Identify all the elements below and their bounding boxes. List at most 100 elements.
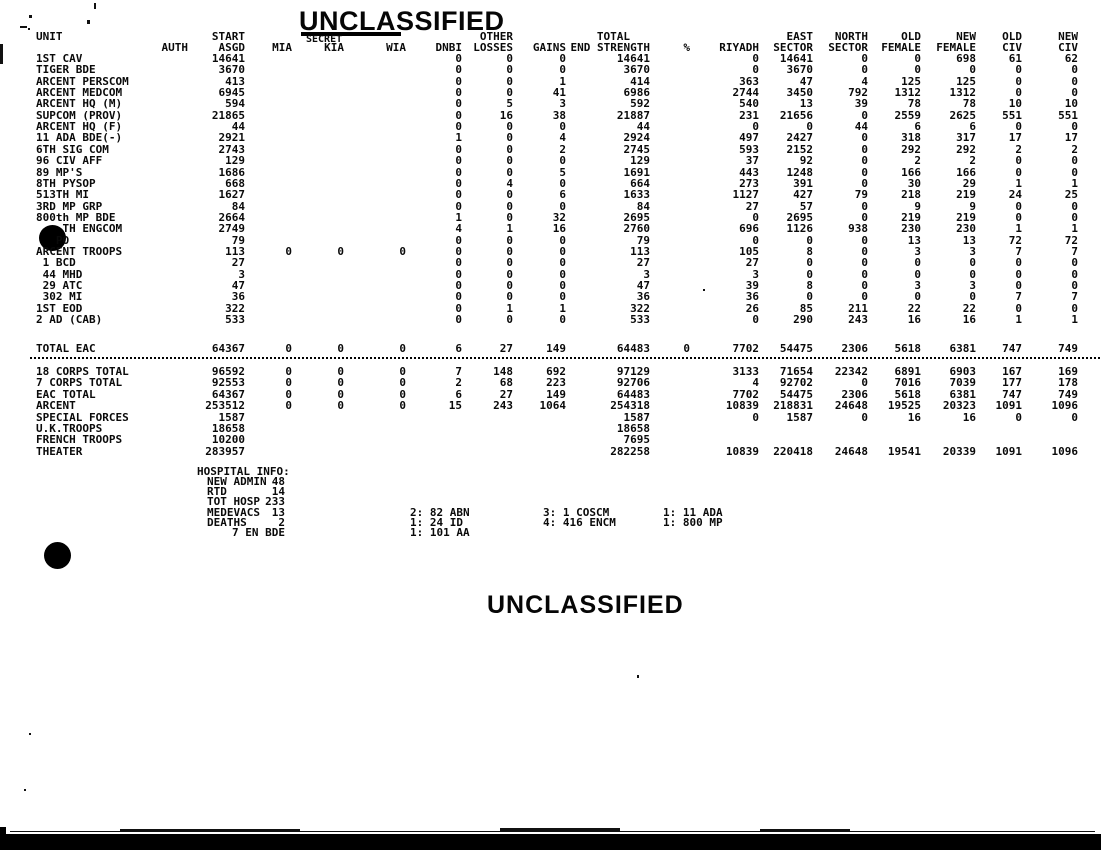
- table-row-cell: 0: [455, 97, 462, 111]
- table-row-cell: 47: [231, 279, 245, 292]
- table-row-cell: 413: [225, 74, 245, 88]
- scan-bottom-bar: [6, 834, 1101, 850]
- column-header-old_civ: CIV: [1002, 41, 1022, 54]
- table-row-cell: 5: [506, 97, 513, 111]
- column-header-other_losses-line1: OTHER: [479, 30, 513, 43]
- scan-speck: [20, 26, 27, 28]
- summary-row-cell: 6903: [949, 365, 977, 378]
- table-row-cell: 3450: [786, 86, 814, 100]
- table-row-cell: 0: [861, 256, 868, 270]
- table-row-cell: 27: [231, 256, 245, 270]
- table-row-cell: 17: [1064, 131, 1078, 145]
- table-row-unit: 1 BCD: [36, 256, 76, 270]
- table-row-cell: 1248: [786, 165, 814, 179]
- table-row-unit: 2 AD (CAB): [36, 313, 103, 327]
- table-row-cell: 0: [752, 52, 759, 65]
- table-row-cell: 27: [745, 256, 759, 270]
- table-row-cell: 243: [848, 313, 868, 327]
- table-row-cell: 0: [506, 188, 513, 202]
- summary-row-cell: 1091: [995, 399, 1023, 413]
- table-row-cell: 32: [552, 210, 566, 224]
- table-row-cell: 0: [1015, 154, 1022, 168]
- table-row-cell: 7: [1071, 290, 1078, 304]
- total-eac-row-cell: 0: [285, 342, 292, 355]
- table-row-cell: 219: [956, 210, 976, 224]
- table-row-cell: 166: [901, 165, 921, 179]
- summary-row-cell: 54475: [779, 387, 813, 401]
- table-row-cell: 0: [506, 244, 513, 258]
- medevac-entry: 1: 101 AA: [410, 526, 470, 539]
- table-row-cell: 363: [739, 74, 759, 88]
- summary-row-cell: 169: [1058, 365, 1078, 378]
- table-row-cell: 0: [806, 290, 813, 304]
- summary-row-unit: ARCENT: [36, 399, 76, 413]
- table-row-cell: 1312: [949, 86, 977, 100]
- table-row-cell: 84: [231, 199, 245, 213]
- table-row-cell: 3: [559, 97, 566, 111]
- column-header-gains: GAINS: [532, 41, 566, 54]
- table-row-unit: 29 ATC: [36, 279, 83, 292]
- table-row-cell: 3670: [218, 63, 246, 77]
- column-header-new_female-line1: NEW: [956, 30, 976, 43]
- summary-row-cell: 68: [499, 376, 513, 390]
- table-row-cell: 78: [907, 97, 921, 111]
- table-row-cell: 3: [969, 244, 976, 258]
- table-row-cell: 2: [1071, 142, 1078, 156]
- summary-row-cell: 1587: [218, 410, 246, 424]
- table-row-cell: 0: [455, 290, 462, 304]
- hospital-info-title: HOSPITAL INFO:: [197, 465, 290, 478]
- table-row-cell: 13: [962, 233, 976, 247]
- summary-row-cell: 6: [455, 387, 462, 401]
- column-header-start_asgd-line1: START: [211, 30, 245, 43]
- summary-row-cell: 19525: [887, 399, 921, 413]
- classification-top: UNCLASSIFIED: [299, 6, 505, 36]
- table-row-cell: 3: [238, 267, 245, 281]
- table-row-cell: 391: [793, 176, 813, 190]
- table-row-cell: 30: [907, 176, 921, 190]
- column-header-pct: %: [683, 41, 690, 54]
- table-row-cell: 125: [901, 74, 921, 88]
- table-row-cell: 0: [559, 233, 566, 247]
- table-row-cell: 0: [1015, 63, 1022, 77]
- medevac-entry: 1: 800 MP: [663, 515, 723, 529]
- summary-row-cell: 96592: [211, 365, 245, 378]
- table-row-cell: 6: [559, 188, 566, 202]
- table-row-cell: 0: [861, 154, 868, 168]
- table-row-cell: 0: [506, 74, 513, 88]
- table-row-cell: 3: [643, 267, 650, 281]
- classification-bottom: UNCLASSIFIED: [487, 591, 684, 619]
- summary-row-cell: 22342: [834, 365, 868, 378]
- table-row-cell: 1691: [623, 165, 651, 179]
- table-row-cell: 0: [1071, 301, 1078, 315]
- table-row-unit: 3RD MP GRP: [36, 199, 103, 213]
- table-row-cell: 0: [455, 256, 462, 270]
- summary-row-cell: 1587: [786, 410, 814, 424]
- summary-row-cell: 4: [752, 376, 759, 390]
- summary-row-cell: 283957: [205, 444, 245, 458]
- table-row-cell: 26: [745, 301, 759, 315]
- table-row-unit: 11 ADA BDE(-): [36, 131, 123, 145]
- table-row-cell: 4: [455, 222, 462, 236]
- table-row-cell: 0: [806, 120, 813, 134]
- table-row-cell: 0: [1071, 210, 1078, 224]
- table-row-unit: 96 CIV AFF: [36, 154, 103, 168]
- summary-row-cell: 24648: [834, 399, 868, 413]
- total-eac-row-unit: TOTAL EAC: [36, 342, 96, 355]
- table-row-cell: 0: [455, 63, 462, 77]
- table-row-cell: 16: [499, 108, 513, 122]
- hospital-stat-value: 48: [271, 475, 285, 488]
- table-row-cell: 0: [806, 267, 813, 281]
- table-row-cell: 78: [962, 97, 976, 111]
- table-row-cell: 0: [506, 267, 513, 281]
- table-row-cell: 0: [506, 313, 513, 327]
- table-row-cell: 0: [506, 86, 513, 100]
- column-header-new_civ: CIV: [1058, 41, 1078, 54]
- table-row-cell: 1: [1015, 222, 1022, 236]
- summary-row-cell: 10839: [725, 444, 759, 458]
- table-row-cell: 16: [552, 222, 566, 236]
- table-row-cell: 0: [806, 233, 813, 247]
- summary-row-cell: 0: [399, 365, 406, 378]
- table-row-cell: 9: [969, 199, 976, 213]
- summary-row-cell: 1091: [995, 444, 1023, 458]
- table-row-cell: 1686: [218, 165, 246, 179]
